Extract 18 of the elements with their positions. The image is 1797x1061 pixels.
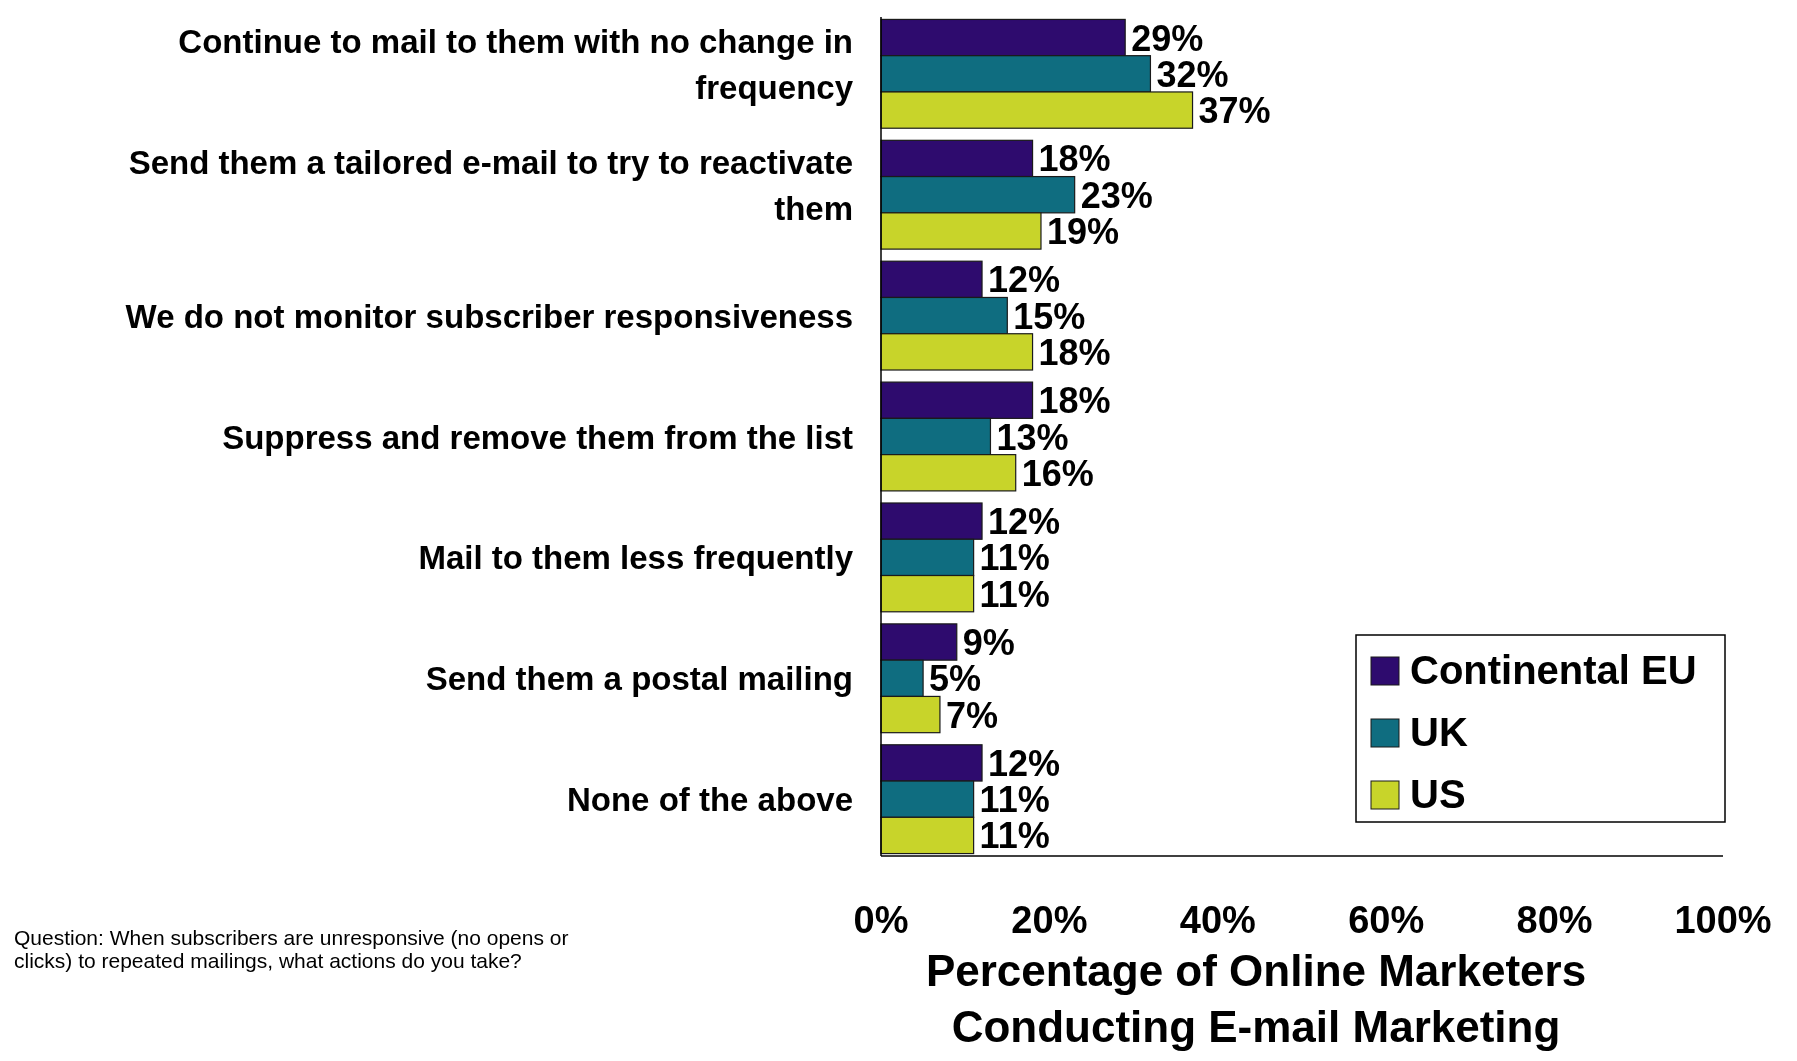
y-tick-label: None of the above <box>566 781 853 819</box>
legend-label: UK <box>1410 710 1468 754</box>
y-tick-label: We do not monitor subscriber responsiveness <box>125 297 853 335</box>
legend-label: US <box>1410 772 1466 816</box>
x-tick-label: 0% <box>853 899 909 941</box>
y-tick-label: Send them a postal mailing <box>425 660 853 698</box>
x-tick-label: 40% <box>1179 899 1256 941</box>
y-tick-label: Suppress and remove them from the list <box>222 418 853 456</box>
x-tick-label: 20% <box>1011 899 1088 941</box>
x-tick-label: 80% <box>1516 899 1593 941</box>
x-axis-title: Percentage of Online Marketers Conducting E-mail Marketing <box>925 946 1587 1051</box>
y-tick-label: Continue to mail to them with no change in frequency <box>178 22 854 106</box>
x-tick-label: 60% <box>1348 899 1425 941</box>
legend-label: Continental EU <box>1410 648 1697 692</box>
y-tick-label: Send them a tailored e-mail to try to reactivate them <box>128 143 853 227</box>
y-tick-label: Mail to them less frequently <box>418 539 854 577</box>
x-tick-label: 100% <box>1674 899 1772 941</box>
text: Question: When subscribers are unresponsive (no opens or clicks) to repeated mailings, what actions do you take? <box>14 926 569 972</box>
